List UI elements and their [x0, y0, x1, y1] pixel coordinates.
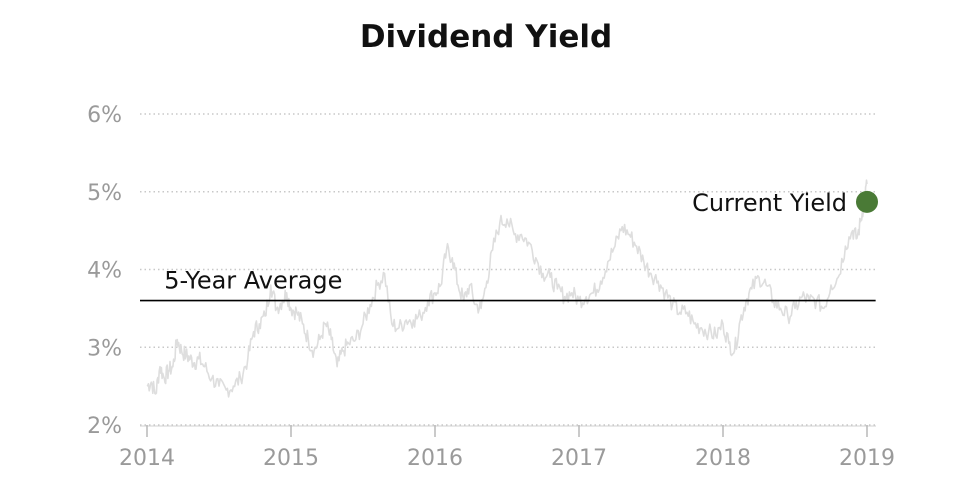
y-tick-label: 3%	[87, 336, 122, 361]
y-tick-label: 5%	[87, 181, 122, 206]
current-yield-label: Current Yield	[692, 189, 847, 217]
series	[140, 179, 876, 398]
y-tick-label: 2%	[87, 414, 122, 439]
x-tick-label: 2019	[839, 446, 895, 471]
gridlines	[140, 113, 876, 426]
average-label: 5-Year Average	[164, 267, 342, 295]
y-axis-ticks: 2% 3% 4% 5% 6%	[87, 103, 122, 439]
y-tick-label: 6%	[87, 103, 122, 128]
x-tick-label: 2017	[551, 446, 607, 471]
current-yield-marker	[856, 190, 878, 213]
x-tick-label: 2015	[263, 446, 319, 471]
x-tick-label: 2014	[119, 446, 175, 471]
chart-title: Dividend Yield	[360, 19, 612, 55]
x-tick-label: 2016	[407, 446, 463, 471]
y-tick-label: 4%	[87, 259, 122, 284]
annotations: 5-Year Average Current Yield	[164, 189, 878, 295]
x-axis-ticks: 2014 2015 2016 2017 2018 2019	[119, 425, 895, 471]
x-tick-label: 2018	[695, 446, 751, 471]
